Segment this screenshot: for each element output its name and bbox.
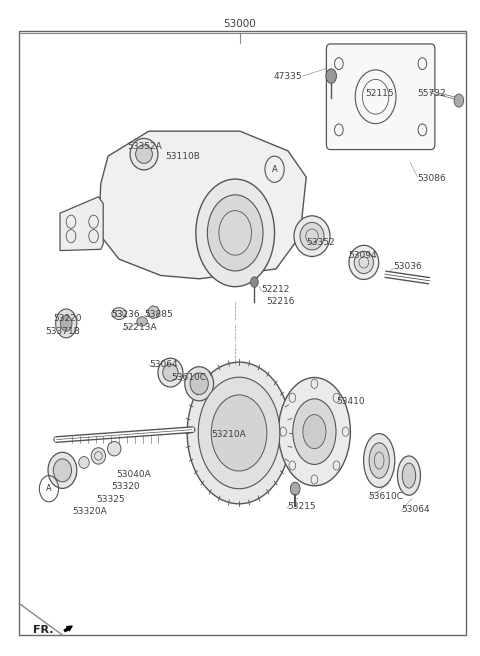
Circle shape [207, 195, 263, 271]
Text: 53094: 53094 [348, 251, 377, 260]
Ellipse shape [108, 441, 121, 456]
Text: 52212: 52212 [262, 285, 290, 295]
Text: 53040A: 53040A [117, 470, 151, 479]
Ellipse shape [163, 364, 178, 381]
Text: 52213A: 52213A [122, 323, 157, 333]
Ellipse shape [135, 145, 153, 163]
Text: FR.: FR. [33, 625, 53, 635]
Ellipse shape [354, 251, 373, 274]
FancyBboxPatch shape [326, 44, 435, 150]
Polygon shape [98, 131, 306, 279]
Ellipse shape [369, 443, 389, 478]
Ellipse shape [300, 222, 324, 250]
Text: 53000: 53000 [224, 18, 256, 29]
Ellipse shape [158, 358, 183, 387]
Circle shape [196, 179, 275, 287]
Text: 55732: 55732 [418, 89, 446, 98]
Ellipse shape [185, 367, 214, 401]
Text: 53371B: 53371B [46, 327, 81, 336]
Circle shape [211, 395, 267, 471]
Polygon shape [60, 197, 103, 251]
Circle shape [198, 377, 280, 489]
Ellipse shape [91, 448, 106, 464]
Ellipse shape [53, 459, 72, 482]
Text: A: A [46, 484, 52, 493]
Text: 53210A: 53210A [211, 430, 246, 439]
Ellipse shape [278, 378, 350, 485]
Text: 53036: 53036 [394, 262, 422, 272]
Text: 53110B: 53110B [166, 152, 201, 161]
Ellipse shape [79, 457, 89, 468]
Circle shape [326, 69, 336, 83]
Ellipse shape [349, 245, 379, 279]
Circle shape [251, 277, 258, 287]
Ellipse shape [303, 415, 326, 449]
Ellipse shape [137, 317, 147, 326]
Ellipse shape [397, 456, 420, 495]
Text: 47335: 47335 [274, 72, 302, 81]
Ellipse shape [402, 463, 416, 488]
Ellipse shape [364, 434, 395, 487]
Circle shape [60, 316, 72, 331]
Text: 53610C: 53610C [369, 492, 404, 501]
Text: 53352: 53352 [306, 238, 335, 247]
Circle shape [56, 309, 77, 338]
Text: 53610C: 53610C [171, 373, 206, 382]
Text: 53325: 53325 [96, 495, 125, 504]
Text: 53236: 53236 [111, 310, 140, 319]
Circle shape [290, 482, 300, 495]
Text: 53220: 53220 [53, 314, 81, 323]
Text: 53320A: 53320A [72, 507, 107, 516]
Circle shape [454, 94, 464, 107]
Text: 52216: 52216 [266, 297, 295, 306]
Ellipse shape [293, 399, 336, 464]
Text: 53086: 53086 [418, 174, 446, 183]
Text: 53215: 53215 [287, 502, 316, 511]
Text: A: A [272, 165, 277, 174]
Circle shape [187, 362, 291, 504]
Ellipse shape [48, 453, 77, 488]
Text: 53320: 53320 [111, 482, 140, 491]
Ellipse shape [130, 138, 158, 170]
Text: 53064: 53064 [149, 359, 178, 369]
Text: 53352A: 53352A [127, 142, 162, 152]
Ellipse shape [112, 308, 126, 319]
FancyBboxPatch shape [19, 31, 466, 635]
Ellipse shape [190, 373, 208, 394]
Ellipse shape [294, 216, 330, 256]
Text: 52115: 52115 [365, 89, 394, 98]
Text: 53064: 53064 [401, 504, 430, 514]
Polygon shape [148, 306, 160, 319]
Text: 53885: 53885 [144, 310, 173, 319]
Text: 53410: 53410 [336, 397, 365, 406]
